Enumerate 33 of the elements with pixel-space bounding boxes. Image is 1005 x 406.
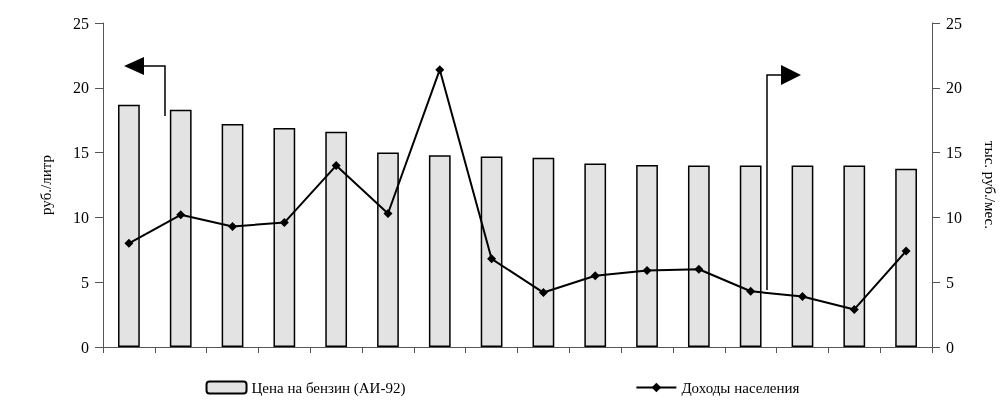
y-axis-title: руб./литр (37, 155, 54, 215)
point (746, 286, 756, 296)
point (383, 209, 393, 219)
y-tick-label: 15 (73, 144, 89, 162)
y2-tick-label: 25 (946, 14, 962, 32)
point (435, 65, 445, 75)
y-tick-label: 20 (73, 79, 89, 97)
point (487, 254, 497, 264)
point (590, 271, 600, 281)
point (279, 218, 289, 228)
y-tick-label: 10 (73, 208, 89, 226)
y2-tick-label: 5 (946, 273, 954, 291)
point (694, 264, 704, 274)
point (538, 288, 548, 298)
point (901, 246, 911, 256)
y-tick-label: 25 (73, 14, 89, 32)
y2-tick-label: 20 (946, 79, 962, 97)
point (176, 210, 186, 220)
point (642, 266, 652, 276)
y2-tick-label: 0 (946, 338, 954, 356)
point (849, 304, 859, 314)
point (124, 238, 134, 248)
y2-tick-label: 15 (946, 144, 962, 162)
point (797, 291, 807, 301)
y2-axis-title: тыс. руб./мес. (981, 141, 998, 229)
bar (428, 155, 451, 347)
legend-label: Доходы населения (681, 379, 800, 396)
y-tick-label: 5 (81, 273, 89, 291)
point (228, 221, 238, 231)
y2-tick-label: 10 (946, 208, 962, 226)
legend-label: Цена на бензин (АИ-92) (251, 379, 406, 397)
y-tick-label: 0 (81, 338, 89, 356)
point (331, 161, 341, 171)
